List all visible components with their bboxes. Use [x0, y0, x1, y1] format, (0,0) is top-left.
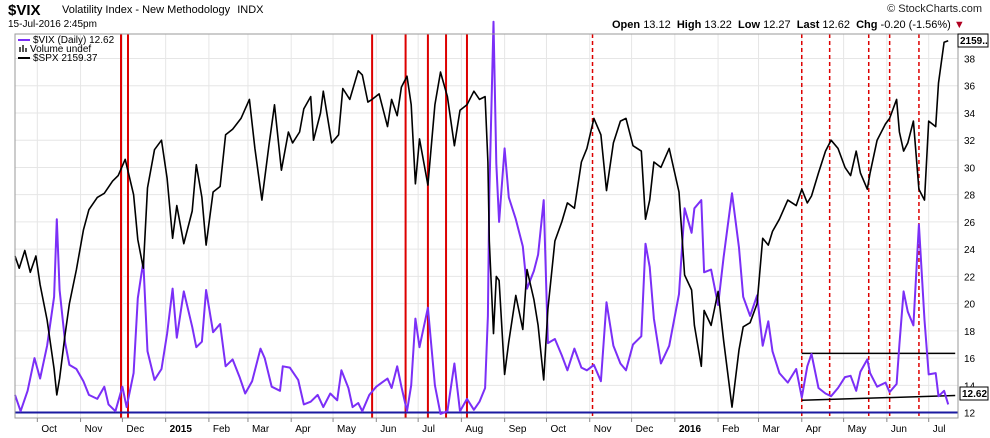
- vix-line: [14, 20, 950, 415]
- last-label: Last: [796, 19, 820, 31]
- y-tick-label: 36: [964, 82, 976, 93]
- x-tick-label: May: [337, 424, 356, 435]
- chg-label: Chg: [856, 19, 878, 31]
- ticker-description: Volatility Index - New Methodology INDX: [62, 4, 264, 16]
- legend: $VIX (Daily) 12.62 Volume undef $SPX 215…: [18, 35, 115, 64]
- x-tick-label: Feb: [722, 424, 740, 435]
- high-label: High: [676, 19, 702, 31]
- y-tick-label: 18: [964, 327, 976, 338]
- x-tick-label: Dec: [636, 424, 654, 435]
- y-axis: 1214161820222426283032343638: [964, 55, 976, 420]
- x-tick-label: Jul: [933, 424, 946, 435]
- x-tick-label: Jun: [891, 424, 907, 435]
- vix-last-badge: [959, 386, 989, 401]
- vertical-markers: [120, 34, 920, 418]
- x-tick-label: Feb: [213, 424, 231, 435]
- last-value: 12.62: [822, 19, 850, 31]
- datetime-label: 15-Jul-2016 2:45pm: [8, 19, 97, 30]
- reference-lines: [15, 352, 958, 414]
- spx-last-badge-text: 2159..: [960, 36, 988, 47]
- high-value: 13.22: [704, 19, 732, 31]
- y-tick-label: 30: [964, 163, 976, 174]
- x-tick-label: Oct: [550, 424, 566, 435]
- low-label: Low: [738, 19, 761, 31]
- description-text: Volatility Index - New Methodology: [62, 4, 231, 16]
- volume-bars-icon: [19, 45, 27, 52]
- chg-value: -0.20 (-1.56%): [880, 19, 951, 31]
- y-tick-label: 28: [964, 191, 976, 202]
- y-tick-label: 24: [964, 245, 976, 256]
- triangle-down-icon: ▼: [953, 19, 965, 31]
- y-tick-label: 20: [964, 300, 976, 311]
- legend-spx-label: $SPX 2159.37: [33, 53, 98, 64]
- trend-line: [801, 394, 956, 402]
- low-value: 12.27: [763, 19, 791, 31]
- x-tick-label: Sep: [509, 424, 527, 435]
- quote-bar: Open 13.12 High 13.22 Low 12.27 Last 12.…: [612, 19, 965, 31]
- x-tick-label: May: [848, 424, 867, 435]
- x-tick-label: Jun: [380, 424, 396, 435]
- x-tick-label: Mar: [763, 424, 781, 435]
- y-tick-label: 32: [964, 136, 976, 147]
- open-value: 13.12: [643, 19, 671, 31]
- y-tick-label: 22: [964, 272, 976, 283]
- y-tick-label: 34: [964, 109, 976, 120]
- x-tick-label: 2015: [170, 424, 193, 435]
- x-tick-label: Nov: [594, 424, 612, 435]
- x-tick-label: Oct: [41, 424, 57, 435]
- open-label: Open: [612, 19, 641, 31]
- y-tick-label: 26: [964, 218, 976, 229]
- y-tick-label: 38: [964, 55, 976, 66]
- brand-logo[interactable]: © StockCharts.com: [887, 3, 982, 15]
- plot-frame: [14, 33, 959, 419]
- x-tick-label: Mar: [252, 424, 270, 435]
- x-tick-label: Dec: [126, 424, 144, 435]
- x-tick-label: Apr: [806, 424, 822, 435]
- ticker-symbol: $VIX: [8, 2, 41, 19]
- chart-header: $VIX Volatility Index - New Methodology …: [0, 0, 990, 34]
- x-tick-label: Jul: [422, 424, 435, 435]
- x-tick-label: 2016: [679, 424, 702, 435]
- x-axis: Oct Nov Dec 2015 Feb Mar Apr May Jun Jul Aug Sep Oct…: [36, 418, 946, 435]
- vix-last-badge-text: 12.62: [962, 389, 987, 400]
- y-tick-label: 12: [964, 409, 976, 420]
- legend-vix-label: $VIX (Daily) 12.62: [33, 35, 115, 46]
- exchange-text: INDX: [237, 4, 264, 16]
- x-tick-label: Apr: [295, 424, 311, 435]
- legend-volume-label: Volume undef: [30, 44, 91, 55]
- spx-line: [14, 40, 949, 408]
- series-lines: [14, 20, 950, 415]
- x-tick-label: Nov: [85, 424, 103, 435]
- last-value-badges: 2159.. 12.62: [957, 33, 989, 401]
- spx-last-badge: [957, 33, 989, 48]
- x-tick-label: Aug: [465, 424, 483, 435]
- y-tick-label: 16: [964, 354, 976, 365]
